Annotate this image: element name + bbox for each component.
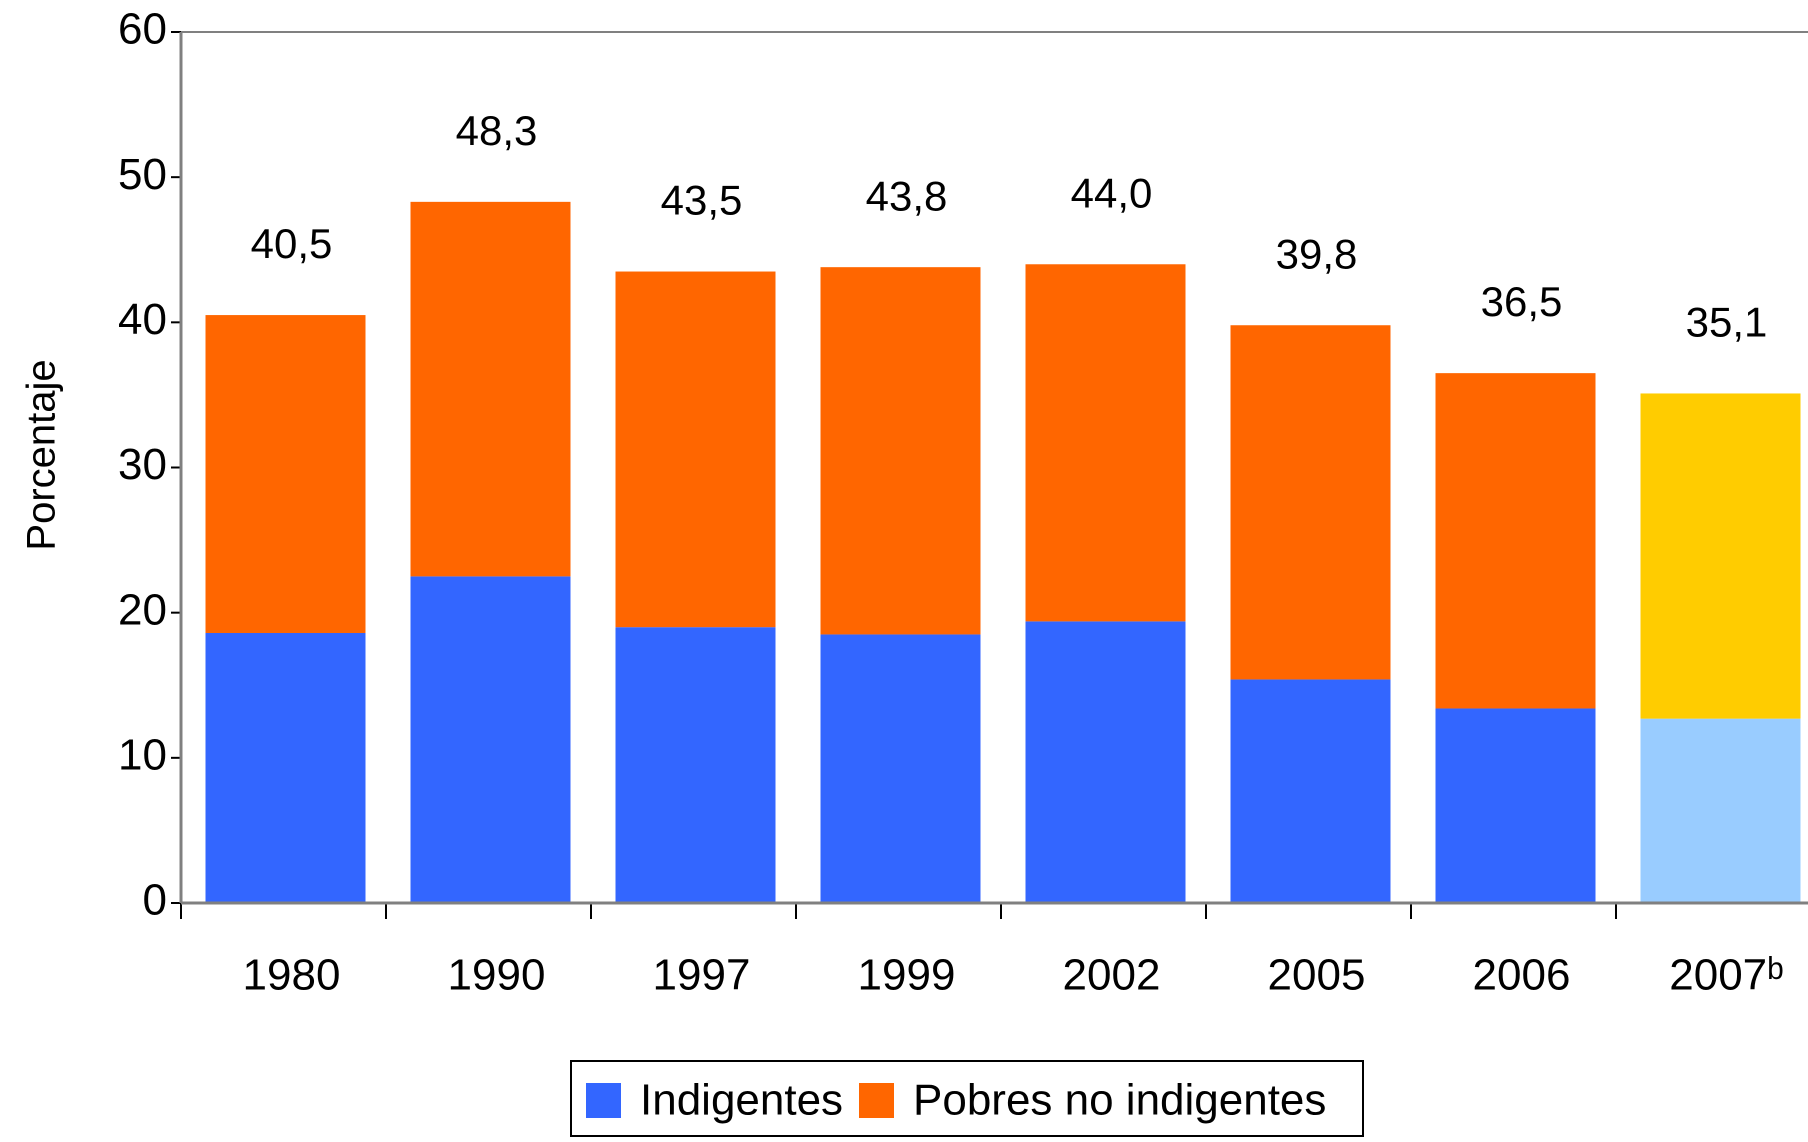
x-tick-label: 2007ᵇ	[1669, 951, 1784, 1000]
total-label: 43,5	[661, 177, 743, 224]
y-tick-label: 50	[118, 150, 167, 199]
total-label: 35,1	[1686, 299, 1768, 346]
total-label: 40,5	[251, 220, 333, 267]
bar-segment	[1230, 679, 1391, 903]
bar-segment	[205, 315, 366, 633]
x-tick-label: 2006	[1473, 951, 1571, 1000]
bar-segment	[410, 576, 571, 903]
bar-segment	[1640, 718, 1801, 903]
x-tick-label: 1980	[243, 951, 341, 1000]
x-tick-label: 2002	[1063, 951, 1161, 1000]
legend-label: Indigentes	[640, 1076, 843, 1125]
x-tick-label: 1990	[448, 951, 546, 1000]
bar-segment	[410, 201, 571, 577]
bar-segment	[820, 634, 981, 903]
bar-segment	[615, 271, 776, 628]
bar-segment	[1435, 708, 1596, 903]
y-tick-label: 30	[118, 440, 167, 489]
bar-segment	[1435, 373, 1596, 709]
total-label: 48,3	[456, 107, 538, 154]
total-label: 44,0	[1071, 169, 1153, 216]
x-tick-label: 1999	[858, 951, 956, 1000]
y-tick-label: 10	[118, 730, 167, 779]
x-tick-label: 2005	[1268, 951, 1366, 1000]
y-tick-label: 40	[118, 295, 167, 344]
y-tick-label: 0	[143, 876, 167, 925]
total-label: 43,8	[866, 172, 948, 219]
bar-segment	[820, 267, 981, 635]
y-axis-label: Porcentaje	[20, 359, 64, 550]
y-tick-label: 20	[118, 585, 167, 634]
legend-label: Pobres no indigentes	[913, 1076, 1326, 1125]
total-label: 39,8	[1276, 230, 1358, 277]
legend-box	[570, 1060, 1364, 1137]
bar-segment	[205, 632, 366, 903]
bar-segment	[1025, 264, 1186, 622]
legend-swatch	[586, 1083, 621, 1118]
total-label: 36,5	[1481, 278, 1563, 325]
bar-segment	[1230, 325, 1391, 680]
y-tick-label: 60	[118, 5, 167, 54]
bar-segment	[1640, 393, 1801, 719]
x-tick-label: 1997	[653, 951, 751, 1000]
bar-segment	[1025, 621, 1186, 903]
legend-swatch	[859, 1083, 894, 1118]
bar-segment	[615, 627, 776, 903]
